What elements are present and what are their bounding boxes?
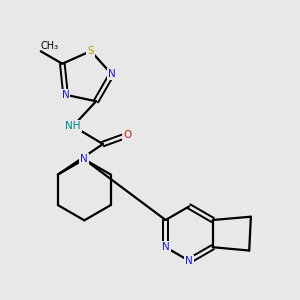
Text: O: O	[123, 130, 132, 140]
Text: N: N	[185, 256, 193, 266]
Text: N: N	[80, 154, 88, 164]
Text: N: N	[62, 90, 70, 100]
Text: NH: NH	[65, 121, 81, 131]
Text: N: N	[162, 242, 170, 252]
Text: CH₃: CH₃	[41, 41, 59, 51]
Text: N: N	[108, 69, 116, 79]
Text: S: S	[88, 46, 94, 56]
